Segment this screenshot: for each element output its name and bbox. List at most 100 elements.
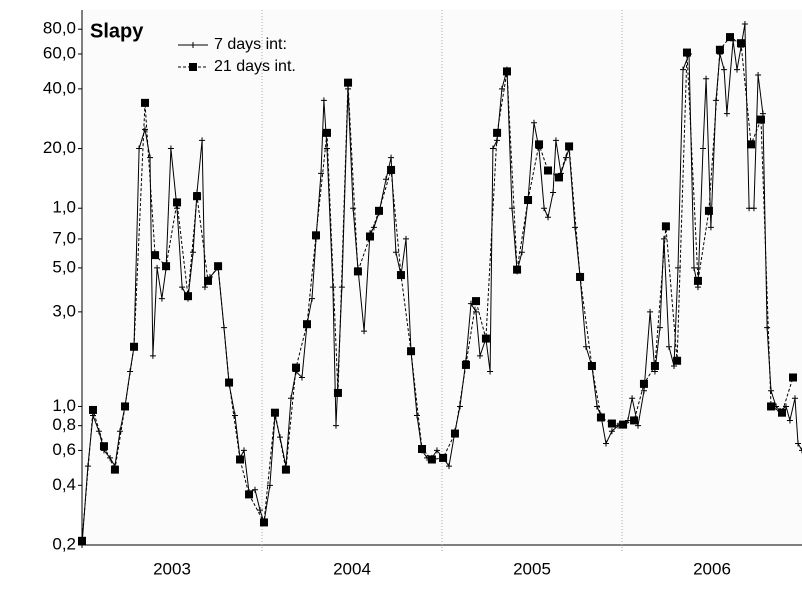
point [673, 356, 682, 365]
point [629, 395, 636, 402]
point [446, 463, 453, 470]
point [552, 137, 559, 144]
point [768, 387, 775, 394]
point [703, 75, 710, 82]
point [201, 284, 208, 291]
y-tick-label: 5,0 [52, 257, 76, 276]
point [691, 264, 697, 271]
point [312, 231, 320, 240]
point [544, 166, 553, 175]
point [245, 490, 254, 499]
point [608, 428, 615, 435]
point [498, 85, 505, 92]
point [167, 145, 174, 152]
point [734, 66, 741, 73]
legend-label: 7 days int: [214, 36, 287, 53]
point [266, 482, 273, 489]
y-tick-label: 7,0 [52, 228, 76, 247]
point [639, 379, 648, 388]
point [173, 198, 182, 207]
point [723, 110, 730, 117]
point [563, 154, 570, 161]
point [270, 408, 279, 417]
point [361, 328, 368, 335]
point [715, 45, 724, 54]
point [413, 412, 420, 419]
point [225, 378, 234, 387]
point [88, 405, 97, 414]
point [726, 33, 734, 42]
point [388, 154, 395, 161]
y-tick-label: 1,0 [52, 198, 76, 217]
legend-marker [189, 63, 197, 71]
point [99, 442, 108, 451]
point [281, 465, 290, 474]
legend-marker [190, 42, 196, 48]
point [493, 128, 502, 137]
point [439, 453, 448, 462]
point [650, 361, 659, 370]
point [241, 447, 247, 454]
point [535, 140, 544, 149]
point [550, 189, 557, 196]
point [778, 408, 787, 417]
point [323, 145, 330, 152]
point [587, 361, 596, 370]
point [433, 447, 440, 454]
point [476, 352, 483, 359]
point [147, 154, 154, 161]
point [375, 206, 383, 215]
point [786, 417, 793, 424]
point [332, 422, 339, 429]
point [747, 140, 756, 149]
point [344, 78, 353, 87]
point [721, 66, 728, 73]
point [251, 486, 258, 493]
point [396, 271, 405, 280]
point [236, 455, 245, 464]
point [318, 170, 325, 177]
point [162, 262, 171, 271]
chart-title: Slapy [90, 20, 144, 42]
point [607, 419, 616, 428]
x-tick-label: 2005 [513, 559, 551, 578]
y-tick-label: 60,0 [43, 43, 76, 62]
point [450, 429, 459, 438]
point [755, 71, 762, 78]
point [461, 360, 470, 369]
point [680, 66, 687, 73]
point [545, 214, 552, 221]
point [353, 267, 362, 276]
point [457, 403, 463, 410]
point [333, 388, 342, 397]
point [110, 465, 119, 474]
point [136, 145, 143, 152]
point [199, 137, 206, 144]
point [142, 126, 148, 133]
point [750, 205, 757, 212]
point [329, 284, 336, 291]
point [602, 440, 609, 447]
point [257, 507, 264, 514]
point [596, 413, 605, 422]
point [232, 412, 238, 419]
point [665, 343, 672, 350]
point [694, 284, 701, 291]
point [741, 20, 748, 27]
point [190, 249, 197, 256]
point [387, 165, 396, 174]
point [630, 416, 639, 425]
point [660, 235, 667, 242]
point [130, 342, 139, 351]
point [502, 67, 511, 76]
point [179, 284, 186, 291]
point [682, 48, 691, 57]
point [107, 454, 114, 461]
point [756, 115, 765, 124]
point [487, 368, 494, 375]
point [530, 119, 537, 126]
point [392, 249, 399, 256]
series-line [81, 36, 794, 541]
point [427, 455, 436, 464]
